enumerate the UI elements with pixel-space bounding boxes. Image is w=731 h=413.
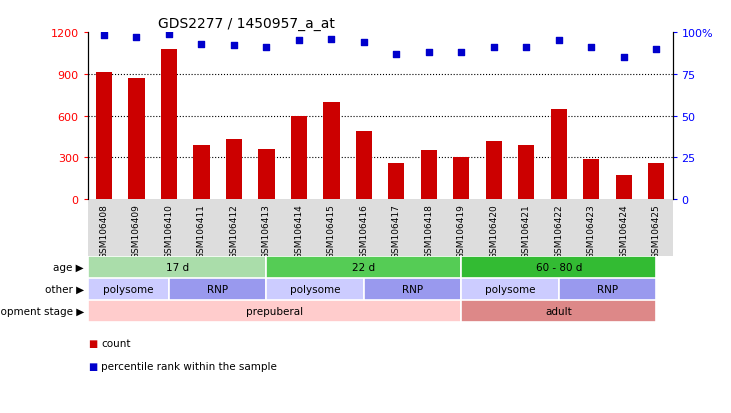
Bar: [129, 79, 145, 199]
Text: polysome: polysome: [485, 285, 535, 294]
Text: prepuberal: prepuberal: [246, 306, 303, 316]
Bar: [88, 278, 169, 300]
Text: GSM106425: GSM106425: [652, 204, 661, 259]
Point: [131, 35, 143, 41]
Bar: [421, 150, 437, 199]
Bar: [550, 109, 567, 199]
Text: GSM106413: GSM106413: [262, 204, 271, 259]
Text: count: count: [101, 339, 130, 349]
Text: 22 d: 22 d: [352, 263, 376, 273]
Text: GSM106418: GSM106418: [425, 204, 433, 259]
Bar: [161, 50, 177, 199]
Text: age ▶: age ▶: [53, 263, 84, 273]
Text: development stage ▶: development stage ▶: [0, 306, 84, 316]
Text: ■: ■: [88, 361, 97, 371]
Bar: [96, 73, 112, 199]
Text: RNP: RNP: [207, 285, 228, 294]
Bar: [461, 300, 656, 322]
Text: other ▶: other ▶: [45, 285, 84, 294]
Text: 60 - 80 d: 60 - 80 d: [536, 263, 582, 273]
Point: [293, 38, 305, 45]
Text: adult: adult: [545, 306, 572, 316]
Bar: [226, 140, 242, 199]
Text: GSM106414: GSM106414: [295, 204, 303, 259]
Point: [520, 45, 532, 51]
Text: GSM106419: GSM106419: [457, 204, 466, 259]
Point: [390, 51, 402, 58]
Point: [260, 45, 272, 51]
Text: GSM106421: GSM106421: [522, 204, 531, 259]
Text: GSM106410: GSM106410: [164, 204, 173, 259]
Bar: [266, 278, 364, 300]
Text: percentile rank within the sample: percentile rank within the sample: [101, 361, 277, 371]
Text: GSM106416: GSM106416: [360, 204, 368, 259]
Text: GSM106423: GSM106423: [587, 204, 596, 259]
Point: [488, 45, 500, 51]
Point: [228, 43, 240, 50]
Text: GSM106408: GSM106408: [99, 204, 108, 259]
Bar: [193, 145, 210, 199]
Bar: [518, 145, 534, 199]
Bar: [364, 278, 461, 300]
Bar: [356, 131, 372, 199]
Bar: [453, 157, 469, 199]
Point: [423, 50, 435, 56]
Bar: [266, 256, 461, 278]
Bar: [88, 300, 461, 322]
Bar: [461, 278, 558, 300]
Point: [455, 50, 467, 56]
Text: 17 d: 17 d: [165, 263, 189, 273]
Bar: [323, 102, 339, 199]
Text: GDS2277 / 1450957_a_at: GDS2277 / 1450957_a_at: [158, 17, 335, 31]
Point: [196, 41, 208, 48]
Text: RNP: RNP: [597, 285, 618, 294]
Bar: [583, 159, 599, 199]
Bar: [558, 278, 656, 300]
Point: [163, 31, 175, 38]
Text: ■: ■: [88, 339, 97, 349]
Text: GSM106411: GSM106411: [197, 204, 206, 259]
Bar: [485, 142, 502, 199]
Text: RNP: RNP: [402, 285, 423, 294]
Point: [358, 40, 370, 46]
Text: GSM106422: GSM106422: [554, 204, 564, 259]
Text: polysome: polysome: [290, 285, 341, 294]
Bar: [616, 175, 632, 199]
Bar: [88, 256, 266, 278]
Bar: [388, 164, 404, 199]
Bar: [291, 116, 307, 199]
Point: [618, 55, 629, 61]
Point: [651, 46, 662, 53]
Text: GSM106412: GSM106412: [230, 204, 238, 259]
Text: GSM106409: GSM106409: [132, 204, 141, 259]
Bar: [648, 164, 664, 199]
Point: [325, 36, 337, 43]
Text: polysome: polysome: [103, 285, 154, 294]
Text: GSM106420: GSM106420: [489, 204, 499, 259]
Bar: [169, 278, 266, 300]
Text: GSM106415: GSM106415: [327, 204, 336, 259]
Point: [98, 33, 110, 40]
Point: [586, 45, 597, 51]
Text: GSM106424: GSM106424: [619, 204, 628, 259]
Bar: [461, 256, 656, 278]
Point: [553, 38, 564, 45]
Text: GSM106417: GSM106417: [392, 204, 401, 259]
Bar: [258, 150, 275, 199]
